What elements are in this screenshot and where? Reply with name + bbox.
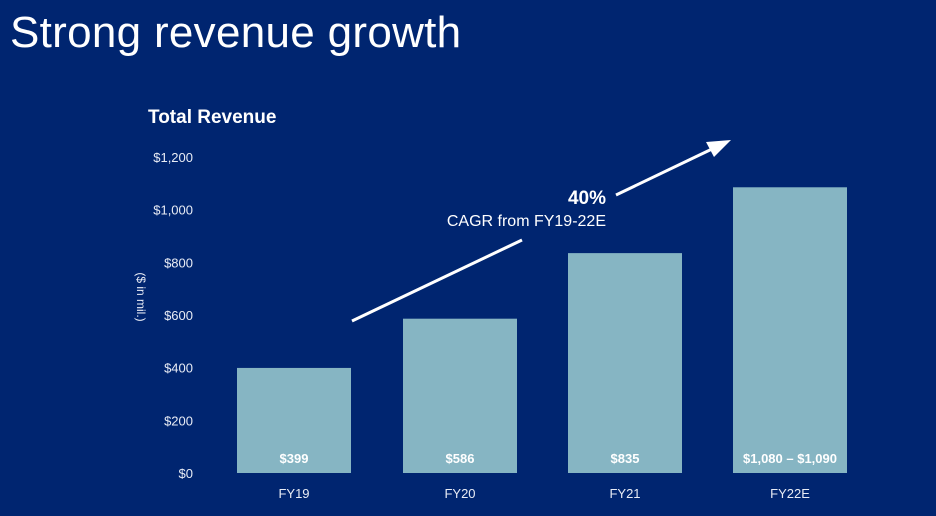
y-tick-label: $200 bbox=[164, 413, 193, 428]
y-tick-label: $400 bbox=[164, 361, 193, 376]
x-tick-label: FY21 bbox=[609, 486, 640, 501]
cagr-text: CAGR from FY19-22E bbox=[447, 213, 606, 230]
slide-title: Strong revenue growth bbox=[10, 8, 462, 57]
x-tick-label: FY20 bbox=[444, 486, 475, 501]
data-label: $399 bbox=[280, 451, 309, 466]
growth-arrow bbox=[351, 140, 731, 323]
data-label: $586 bbox=[446, 451, 475, 466]
cagr-value: 40% bbox=[568, 188, 606, 209]
bar-fy21 bbox=[568, 253, 682, 473]
data-label: $835 bbox=[611, 451, 640, 466]
y-tick-label: $0 bbox=[179, 466, 193, 481]
data-label: $1,080 – $1,090 bbox=[743, 451, 837, 466]
arrow-head-icon bbox=[706, 140, 731, 157]
y-tick-label: $1,000 bbox=[153, 203, 193, 218]
y-tick-label: $600 bbox=[164, 308, 193, 323]
bar-fy22e bbox=[733, 187, 847, 474]
bar-fy19 bbox=[237, 367, 351, 473]
y-axis-label: ($ in mil.) bbox=[134, 272, 148, 321]
y-tick-label: $1,200 bbox=[153, 150, 193, 165]
bar-fy20 bbox=[403, 318, 517, 473]
x-tick-label: FY22E bbox=[770, 486, 810, 501]
chart-title: Total Revenue bbox=[148, 107, 276, 128]
x-tick-label: FY19 bbox=[278, 486, 309, 501]
y-tick-label: $800 bbox=[164, 255, 193, 270]
